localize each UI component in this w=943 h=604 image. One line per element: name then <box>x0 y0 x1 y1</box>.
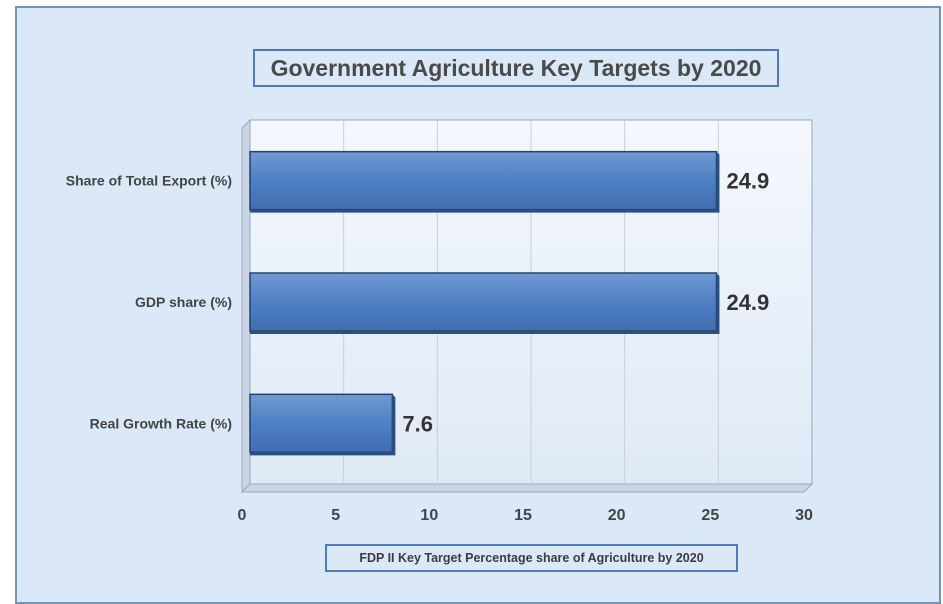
data-label: 24.9 <box>726 169 769 194</box>
plot-side-wall <box>241 118 251 494</box>
bar <box>249 272 718 332</box>
x-tick-label: 15 <box>514 507 532 524</box>
x-tick-label: 10 <box>420 507 438 524</box>
bar <box>249 150 718 211</box>
x-tick-label: 5 <box>331 507 340 524</box>
plot-floor <box>240 483 814 493</box>
bar <box>249 393 394 454</box>
y-category-label: GDP share (%) <box>135 294 232 310</box>
x-tick-label: 20 <box>608 507 626 524</box>
data-label: 24.9 <box>726 290 769 315</box>
x-tick-label: 0 <box>238 507 247 524</box>
y-category-label: Real Growth Rate (%) <box>90 415 232 431</box>
chart-title: Government Agriculture Key Targets by 20… <box>253 49 779 87</box>
x-tick-label: 30 <box>795 507 813 524</box>
y-category-label: Share of Total Export (%) <box>66 173 232 189</box>
x-axis-title: FDP II Key Target Percentage share of Ag… <box>325 544 738 572</box>
x-tick-label: 25 <box>701 507 719 524</box>
data-label: 7.6 <box>402 411 433 436</box>
